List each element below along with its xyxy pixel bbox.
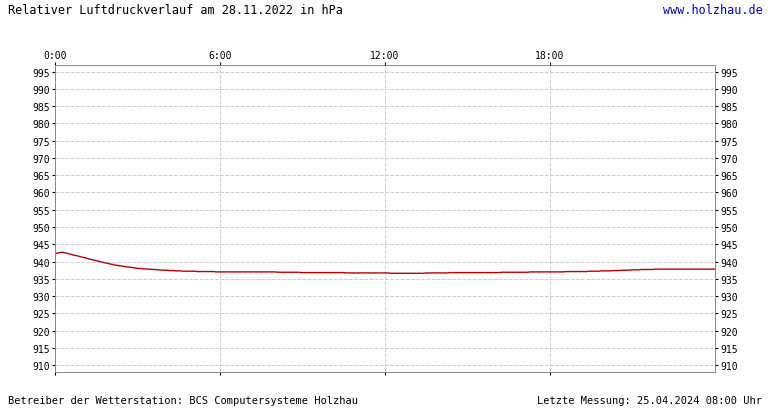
Text: Letzte Messung: 25.04.2024 08:00 Uhr: Letzte Messung: 25.04.2024 08:00 Uhr <box>537 395 762 405</box>
Text: Betreiber der Wetterstation: BCS Computersysteme Holzhau: Betreiber der Wetterstation: BCS Compute… <box>8 395 358 405</box>
Text: www.holzhau.de: www.holzhau.de <box>662 4 762 17</box>
Text: Relativer Luftdruckverlauf am 28.11.2022 in hPa: Relativer Luftdruckverlauf am 28.11.2022… <box>8 4 343 17</box>
